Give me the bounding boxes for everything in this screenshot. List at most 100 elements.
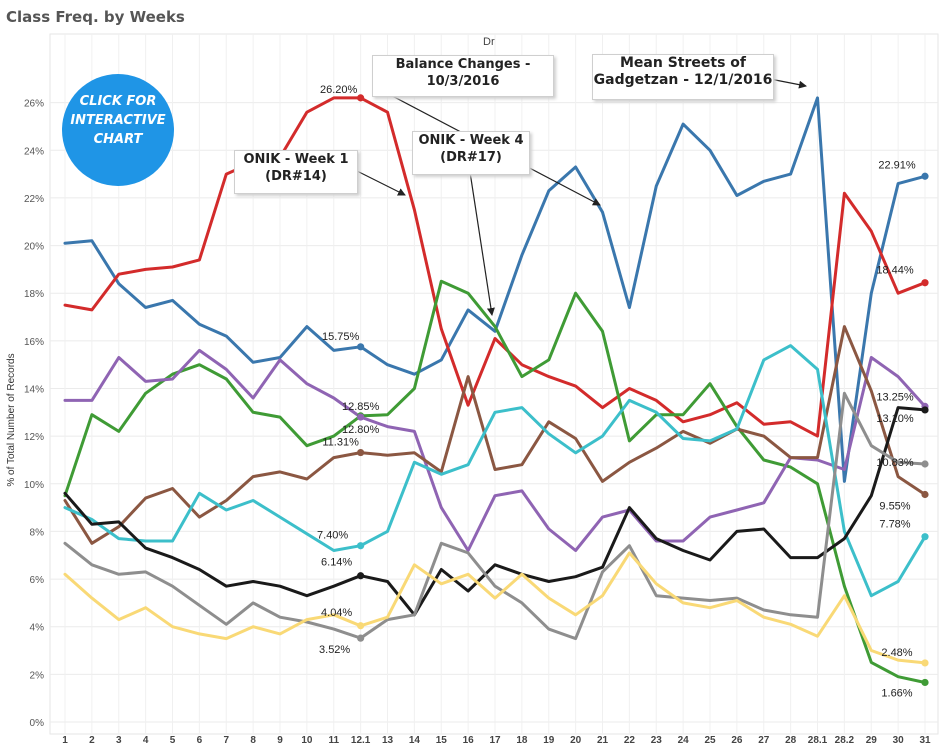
x-tick-label: 9 <box>277 735 283 746</box>
data-point-marker <box>921 172 929 180</box>
x-tick-label: 18 <box>516 735 528 746</box>
y-tick-label: 4% <box>30 623 45 634</box>
interactive-chart-badge[interactable]: CLICK FOR INTERACTIVE CHART <box>62 74 174 186</box>
callout-mean-streets: Mean Streets of Gadgetzan - 12/1/2016 <box>592 54 774 100</box>
series-line <box>63 279 927 684</box>
data-point-marker <box>921 678 929 687</box>
x-tick-label: 1 <box>62 735 68 746</box>
data-point-marker <box>357 448 365 457</box>
series-line <box>63 96 927 483</box>
badge-line-1: CLICK FOR <box>79 94 157 109</box>
data-label: 1.66% <box>881 687 912 699</box>
y-tick-label: 20% <box>24 242 44 253</box>
callout-line: 10/3/2016 <box>426 74 500 89</box>
badge-line-3: CHART <box>93 132 143 147</box>
data-label: 6.14% <box>321 557 352 569</box>
data-label: 9.55% <box>879 501 910 513</box>
plot-frame <box>49 33 939 735</box>
x-tick-label: 8 <box>250 735 256 746</box>
x-tick-label: 5 <box>170 735 176 746</box>
callout-arrow <box>354 169 406 196</box>
y-tick-label: 12% <box>24 432 44 443</box>
series-line <box>63 344 927 598</box>
callout-onik-week-4: ONIK - Week 4 (DR#17) <box>412 131 530 175</box>
data-label: 13.25% <box>876 391 914 403</box>
callout-line: Balance Changes - <box>395 57 531 72</box>
x-tick-label: 25 <box>704 735 716 746</box>
data-point-marker <box>357 572 365 580</box>
x-tick-label: 2 <box>89 735 95 746</box>
data-point-marker <box>357 622 365 630</box>
data-label: 22.91% <box>878 159 916 171</box>
data-label: 7.40% <box>317 530 348 542</box>
y-tick-label: 14% <box>24 385 44 396</box>
data-label: 7.78% <box>879 519 910 531</box>
y-tick-label: 22% <box>24 194 44 205</box>
data-point-marker <box>921 460 929 468</box>
data-label: 11.31% <box>322 437 359 449</box>
x-tick-label: 14 <box>409 735 421 746</box>
callout-line: ONIK - Week 4 <box>418 133 524 148</box>
x-tick-label: 19 <box>543 735 555 746</box>
x-tick-label: 21 <box>597 735 609 746</box>
x-tick-label: 4 <box>143 735 149 746</box>
y-tick-label: 16% <box>24 337 44 348</box>
data-point-marker <box>357 94 365 102</box>
series-line <box>63 96 927 438</box>
x-tick-label: 31 <box>919 735 931 746</box>
y-tick-label: 6% <box>30 575 45 586</box>
x-tick-label: 29 <box>866 735 878 746</box>
x-tick-label: 30 <box>893 735 905 746</box>
callout-line: Gadgetzan - 12/1/2016 <box>593 72 773 88</box>
y-tick-label: 0% <box>30 718 45 729</box>
x-tick-label: 24 <box>678 735 690 746</box>
x-tick-label: 28 <box>785 735 797 746</box>
y-tick-label: 10% <box>24 480 44 491</box>
data-label: 18.44% <box>876 265 914 277</box>
x-tick-label: 17 <box>489 735 501 746</box>
x-tick-label: 28.1 <box>808 735 828 746</box>
data-point-marker <box>357 413 365 421</box>
callout-arrow <box>469 171 495 316</box>
x-tick-label: 3 <box>116 735 122 746</box>
data-label: 4.04% <box>321 607 352 619</box>
series-line <box>63 391 927 641</box>
y-tick-label: 2% <box>30 670 45 681</box>
callout-onik-week-1: ONIK - Week 1 (DR#14) <box>234 150 358 194</box>
x-tick-label: 28.2 <box>835 735 855 746</box>
callout-line: Mean Streets of <box>620 55 746 71</box>
y-tick-label: 18% <box>24 289 44 300</box>
data-point-marker <box>921 406 929 414</box>
x-tick-label: 13 <box>382 735 394 746</box>
data-label: 12.85% <box>342 401 380 413</box>
x-tick-label: 23 <box>651 735 663 746</box>
data-label: 13.10% <box>876 413 914 425</box>
data-point-marker <box>921 659 929 667</box>
x-tick-label: 26 <box>731 735 743 746</box>
column-header-label: Dr <box>483 36 495 48</box>
series-line <box>63 348 927 552</box>
callout-balance-changes: Balance Changes - 10/3/2016 <box>372 55 554 97</box>
x-tick-label: 12.1 <box>351 735 371 746</box>
x-tick-label: 6 <box>197 735 203 746</box>
data-point-marker <box>921 533 929 541</box>
page-title: Class Freq. by Weeks <box>6 8 185 26</box>
data-point-marker <box>357 542 365 550</box>
data-label: 12.80% <box>342 424 380 436</box>
x-tick-label: 7 <box>223 735 229 746</box>
y-tick-label: 8% <box>30 527 45 538</box>
x-tick-label: 16 <box>463 735 475 746</box>
x-tick-label: 27 <box>758 735 770 746</box>
x-tick-label: 20 <box>570 735 582 746</box>
data-point-marker <box>921 279 929 287</box>
data-label: 15.75% <box>322 331 360 343</box>
y-axis-label: % of Total Number of Records <box>6 353 17 486</box>
data-point-marker <box>357 634 365 642</box>
data-point-marker <box>921 490 929 499</box>
badge-line-2: INTERACTIVE <box>70 113 166 128</box>
data-label: 10.83% <box>876 457 914 469</box>
data-label: 26.20% <box>320 84 358 96</box>
callout-line: (DR#17) <box>440 150 502 165</box>
x-tick-label: 22 <box>624 735 636 746</box>
